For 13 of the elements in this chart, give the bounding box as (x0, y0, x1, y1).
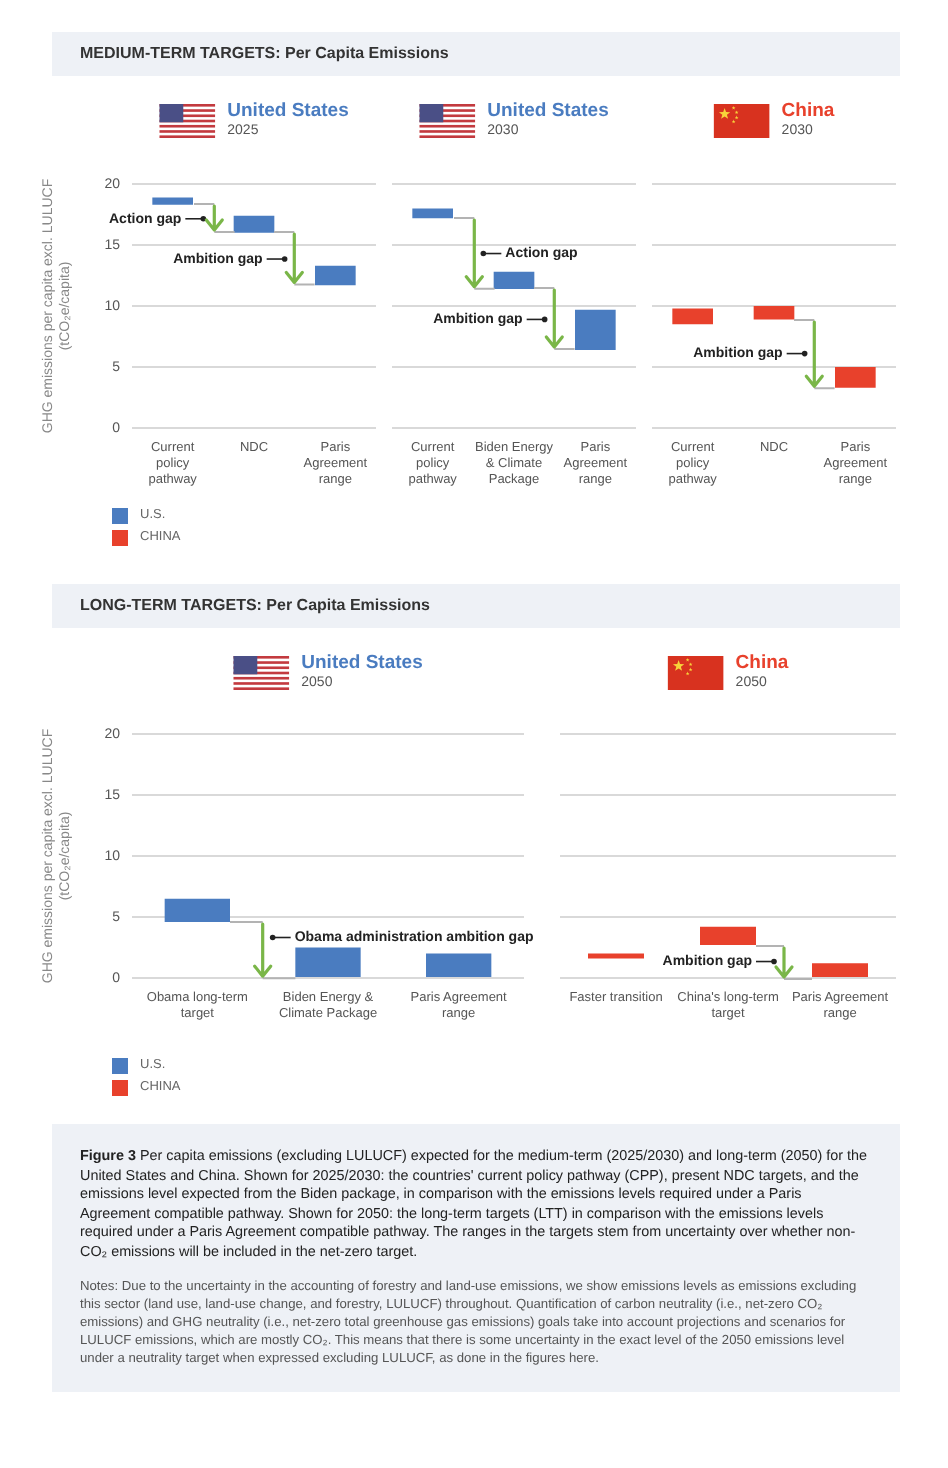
chart-title: China (781, 100, 835, 122)
text: LONG-TERM TARGETS: Per Capita Emissions (52, 584, 900, 628)
bar (315, 265, 356, 286)
bar (233, 215, 275, 233)
chart-title: United States (487, 100, 609, 122)
bar (164, 898, 230, 922)
bar (152, 197, 193, 205)
bar (295, 947, 361, 977)
chart-title: United States (227, 100, 349, 122)
chart-title: China (735, 652, 789, 674)
chart-title: United States (301, 652, 423, 674)
bar (426, 953, 492, 977)
text: MEDIUM-TERM TARGETS: Per Capita Emissions (52, 32, 900, 76)
